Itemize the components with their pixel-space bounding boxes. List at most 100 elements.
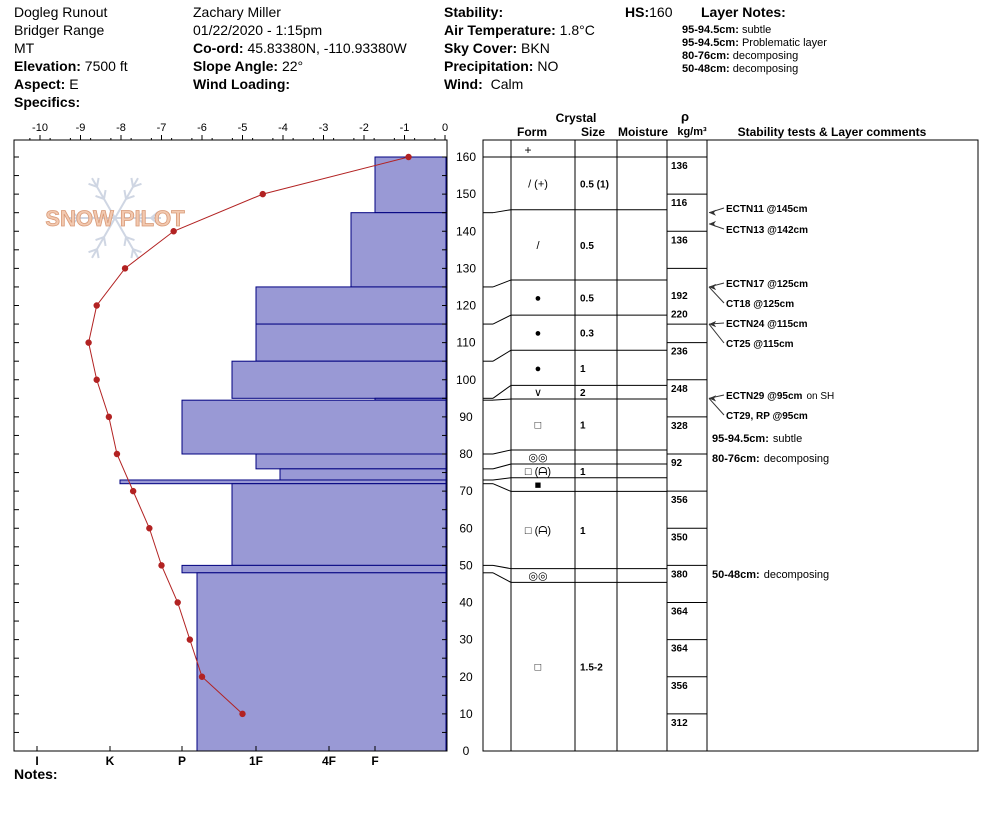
temperature-point bbox=[158, 562, 165, 569]
connector bbox=[492, 209, 512, 214]
temperature-profile bbox=[85, 153, 412, 718]
snowflake-branch bbox=[123, 236, 127, 247]
grain-size: 2 bbox=[580, 388, 586, 399]
elevation-label: Elevation: bbox=[14, 58, 81, 74]
sky-value: BKN bbox=[521, 40, 550, 56]
connector bbox=[492, 572, 512, 583]
density-value: 380 bbox=[671, 569, 688, 580]
height-tick-label: 130 bbox=[456, 261, 476, 275]
size-header: Size bbox=[581, 125, 605, 139]
temperature-point bbox=[146, 525, 153, 532]
sky-label: Sky Cover: bbox=[444, 40, 518, 56]
layer-note: 95-94.5cm: subtle bbox=[682, 24, 772, 36]
temp-tick-label: -3 bbox=[319, 122, 329, 134]
snowflake-icon bbox=[69, 177, 161, 259]
grain-size: 0.3 bbox=[580, 329, 594, 340]
moisture-header: Moisture bbox=[618, 125, 668, 139]
snowflake-branch bbox=[85, 217, 94, 225]
snowflake-branch bbox=[130, 249, 134, 259]
temp-tick-label: -6 bbox=[197, 122, 207, 134]
stability-arrowhead bbox=[709, 321, 716, 328]
snowflake-branch bbox=[88, 248, 98, 254]
height-tick-label: 100 bbox=[456, 373, 476, 387]
density-value: 350 bbox=[671, 532, 688, 543]
surface-form: + bbox=[524, 143, 531, 157]
snowflake-branch bbox=[123, 189, 127, 200]
wind-loading-label: Wind Loading: bbox=[193, 76, 291, 92]
temp-tick-label: -5 bbox=[238, 122, 248, 134]
grain-form: ◎◎ bbox=[528, 452, 547, 464]
slope-value: 22° bbox=[281, 58, 304, 74]
temperature-point bbox=[93, 376, 100, 383]
connector bbox=[492, 564, 512, 570]
snowflake-branch bbox=[96, 177, 100, 187]
elevation-value: 7500 ft bbox=[84, 58, 128, 74]
hardness-bar bbox=[374, 156, 447, 214]
temperature-point bbox=[198, 673, 206, 680]
height-tick-label: 20 bbox=[459, 670, 473, 684]
chart-axes: -10 -9 -8 -7 -6 -5 -4 -3 -2 -1 0010203040506070809… bbox=[13, 122, 476, 768]
precipitation: Precipitation: NO bbox=[444, 57, 558, 75]
specifics: Specifics: bbox=[14, 93, 80, 111]
aspect: Aspect: E bbox=[14, 75, 79, 93]
stability-test: ECTN11 @145cm bbox=[726, 204, 808, 215]
temperature-point bbox=[93, 302, 100, 309]
snowflake-branch bbox=[130, 177, 134, 187]
snowflake-branch bbox=[103, 236, 107, 247]
aspect-value: E bbox=[69, 76, 79, 92]
coord-value: 45.83380N, -110.93380W bbox=[247, 40, 407, 56]
hs-label: HS: bbox=[625, 4, 650, 20]
density-value: 220 bbox=[671, 310, 688, 321]
stability-test: CT18 @125cm bbox=[726, 299, 794, 310]
density-value: 136 bbox=[671, 161, 688, 172]
connector bbox=[492, 279, 512, 288]
density-value: 116 bbox=[671, 198, 688, 209]
temp-tick-label: -10 bbox=[32, 122, 48, 134]
temp-tick-label: -9 bbox=[76, 122, 86, 134]
stability-arrowhead bbox=[709, 283, 716, 290]
density-value: 364 bbox=[671, 644, 688, 655]
height-tick-label: 160 bbox=[456, 150, 476, 164]
hardness-bar bbox=[350, 212, 447, 288]
form-header: Form bbox=[517, 125, 547, 139]
grain-size: 1 bbox=[580, 526, 586, 537]
temperature-point bbox=[129, 487, 137, 495]
grain-form: ● bbox=[535, 293, 542, 305]
snowflake-branch bbox=[150, 211, 159, 219]
stability: Stability: bbox=[444, 3, 503, 21]
stability-arrowhead bbox=[709, 209, 716, 216]
aspect-label: Aspect: bbox=[14, 76, 66, 92]
layer-note: 80-76cm: decomposing bbox=[682, 50, 799, 62]
slope: Slope Angle: 22° bbox=[193, 57, 303, 75]
grain-size: 1.5-2 bbox=[580, 663, 603, 674]
snowflake-branch bbox=[125, 194, 135, 200]
connector bbox=[492, 449, 512, 455]
height-tick-label: 110 bbox=[456, 336, 475, 350]
snowflake-branch bbox=[85, 211, 94, 219]
hardness-bar bbox=[279, 468, 447, 481]
hardness-tick-label: 1F bbox=[249, 754, 263, 768]
slope-label: Slope Angle: bbox=[193, 58, 279, 74]
height-tick-label: 90 bbox=[459, 410, 473, 424]
stability-test: ECTN13 @142cm bbox=[726, 225, 808, 236]
density-value: 312 bbox=[671, 718, 688, 729]
snowflake-branch bbox=[103, 189, 107, 200]
grain-form: □ (ᗩ) bbox=[525, 525, 551, 537]
wind-value: Calm bbox=[490, 76, 524, 92]
specifics-label: Specifics: bbox=[14, 94, 81, 110]
snowflake-branch bbox=[88, 182, 98, 188]
snowpilot-watermark: SNOW PILOT bbox=[45, 177, 186, 259]
layer-table: / (+) 0.5 (1) / 0.5 ● 0.5 ● 0.3 ● 1 ∨ 2 □ 1 ◎◎ □ (ᗩ) 1 ■ □… bbox=[482, 139, 979, 752]
hardness-bar bbox=[255, 286, 447, 325]
hardness-tick-label: F bbox=[371, 754, 378, 768]
grain-form: □ (ᗩ) bbox=[525, 466, 551, 478]
table-frame bbox=[482, 139, 979, 752]
temperature-point bbox=[105, 413, 113, 421]
temp-tick-label: -1 bbox=[400, 122, 410, 134]
connector bbox=[492, 477, 512, 481]
crystal-header: Crystal bbox=[556, 111, 597, 125]
precip-value: NO bbox=[537, 58, 559, 74]
height-tick-label: 80 bbox=[459, 447, 473, 461]
density-value: 236 bbox=[671, 347, 688, 358]
connector bbox=[492, 349, 512, 362]
